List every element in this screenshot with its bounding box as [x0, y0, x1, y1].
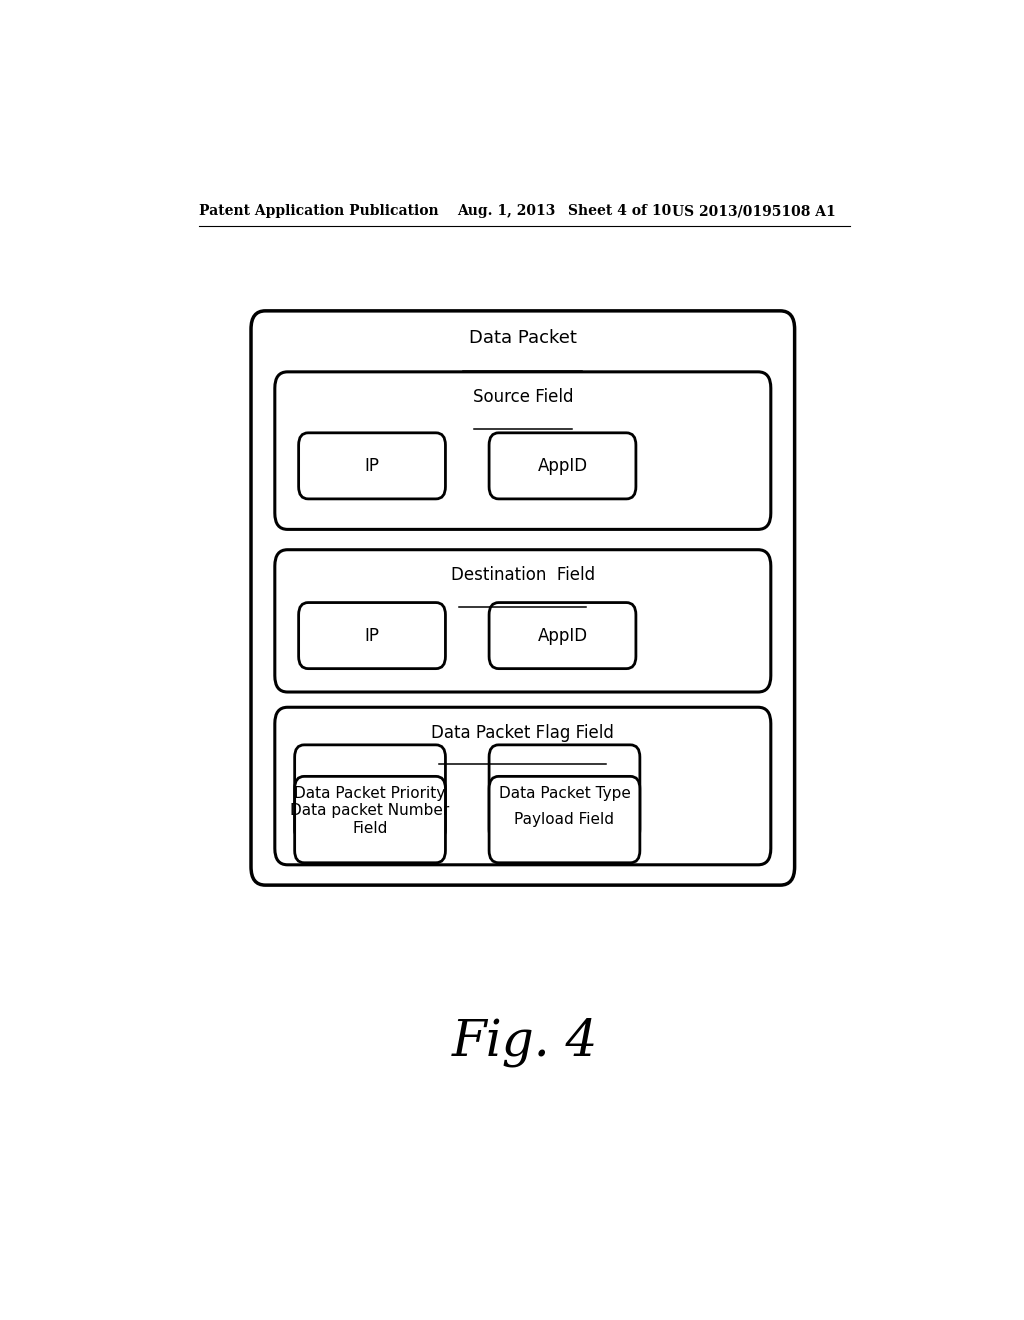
Text: IP: IP: [365, 457, 380, 475]
FancyBboxPatch shape: [489, 776, 640, 863]
Text: Data Packet Priority: Data Packet Priority: [295, 785, 445, 801]
Text: Patent Application Publication: Patent Application Publication: [200, 205, 439, 218]
Text: IP: IP: [365, 627, 380, 644]
Text: Data Packet Type: Data Packet Type: [499, 785, 631, 801]
FancyBboxPatch shape: [295, 744, 445, 841]
FancyBboxPatch shape: [295, 776, 445, 863]
FancyBboxPatch shape: [251, 312, 795, 886]
FancyBboxPatch shape: [274, 549, 771, 692]
FancyBboxPatch shape: [299, 433, 445, 499]
Text: Data Packet: Data Packet: [469, 329, 577, 347]
Text: Data packet Number
Field: Data packet Number Field: [291, 804, 450, 836]
Text: Aug. 1, 2013: Aug. 1, 2013: [458, 205, 556, 218]
Text: Data Packet Flag Field: Data Packet Flag Field: [431, 723, 614, 742]
Text: AppID: AppID: [538, 457, 588, 475]
Text: US 2013/0195108 A1: US 2013/0195108 A1: [672, 205, 836, 218]
Text: Destination  Field: Destination Field: [451, 566, 595, 583]
Text: Payload Field: Payload Field: [514, 812, 614, 828]
Text: Fig. 4: Fig. 4: [452, 1018, 598, 1068]
FancyBboxPatch shape: [274, 372, 771, 529]
Text: Source Field: Source Field: [472, 388, 573, 407]
FancyBboxPatch shape: [489, 433, 636, 499]
FancyBboxPatch shape: [489, 602, 636, 669]
FancyBboxPatch shape: [299, 602, 445, 669]
Text: AppID: AppID: [538, 627, 588, 644]
Text: Sheet 4 of 10: Sheet 4 of 10: [568, 205, 672, 218]
FancyBboxPatch shape: [274, 708, 771, 865]
FancyBboxPatch shape: [489, 744, 640, 841]
